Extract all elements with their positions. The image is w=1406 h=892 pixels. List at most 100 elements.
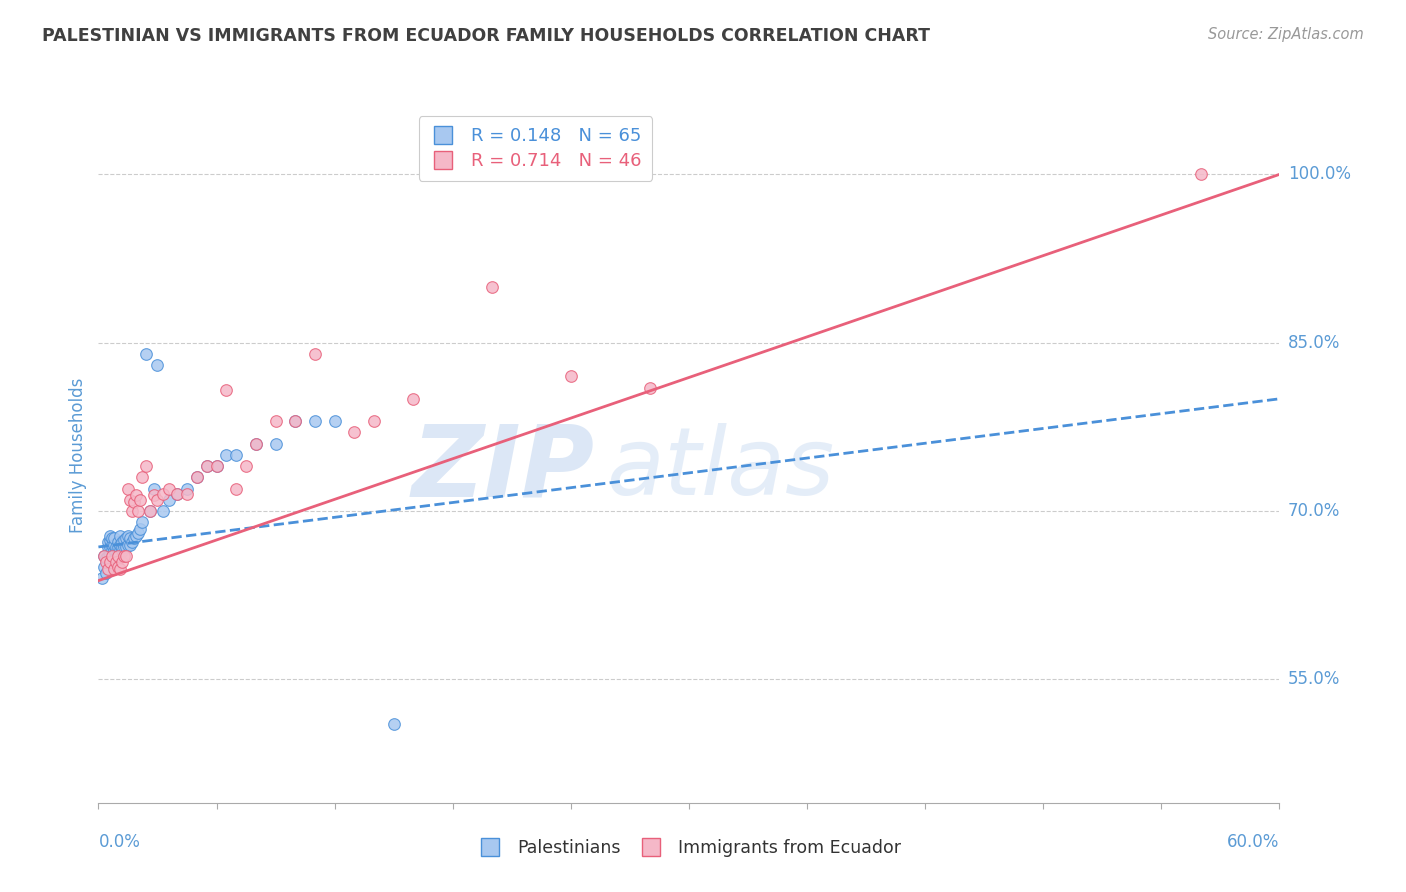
Point — [225, 448, 247, 462]
Point — [122, 531, 145, 545]
Point — [138, 504, 160, 518]
Point — [127, 504, 149, 518]
Point — [186, 470, 208, 484]
Point — [112, 540, 135, 554]
Point — [235, 459, 257, 474]
Point — [117, 529, 139, 543]
Point — [97, 535, 120, 549]
Point — [152, 487, 174, 501]
Point — [103, 562, 125, 576]
Text: ZIP: ZIP — [412, 420, 595, 517]
Point — [105, 544, 128, 558]
Point — [128, 492, 150, 507]
Point — [115, 549, 138, 563]
Point — [131, 470, 153, 484]
Point — [343, 425, 366, 440]
Point — [98, 529, 121, 543]
Point — [138, 504, 160, 518]
Text: 85.0%: 85.0% — [1288, 334, 1340, 351]
Point — [115, 531, 138, 545]
Point — [176, 482, 198, 496]
Point — [105, 549, 128, 563]
Point — [638, 381, 661, 395]
Point — [103, 531, 125, 545]
Text: 100.0%: 100.0% — [1288, 165, 1351, 184]
Text: 55.0%: 55.0% — [1288, 671, 1340, 689]
Point — [323, 414, 346, 428]
Point — [98, 533, 121, 548]
Text: 60.0%: 60.0% — [1227, 833, 1279, 851]
Point — [105, 540, 128, 554]
Point — [103, 549, 125, 563]
Point — [97, 549, 120, 563]
Point — [117, 482, 139, 496]
Point — [195, 459, 218, 474]
Point — [96, 566, 118, 580]
Point — [304, 414, 326, 428]
Point — [128, 522, 150, 536]
Point — [304, 347, 326, 361]
Point — [146, 358, 169, 372]
Point — [176, 487, 198, 501]
Y-axis label: Family Households: Family Households — [69, 377, 87, 533]
Point — [98, 555, 121, 569]
Point — [96, 551, 118, 566]
Point — [125, 488, 148, 502]
Point — [195, 459, 218, 474]
Point — [127, 526, 149, 541]
Point — [115, 540, 138, 554]
Point — [131, 515, 153, 529]
Point — [118, 492, 141, 507]
Point — [157, 482, 180, 496]
Point — [107, 540, 129, 554]
Point — [264, 436, 287, 450]
Point — [108, 543, 131, 558]
Text: Source: ZipAtlas.com: Source: ZipAtlas.com — [1208, 27, 1364, 42]
Point — [111, 555, 134, 569]
Point — [105, 555, 128, 569]
Text: PALESTINIAN VS IMMIGRANTS FROM ECUADOR FAMILY HOUSEHOLDS CORRELATION CHART: PALESTINIAN VS IMMIGRANTS FROM ECUADOR F… — [42, 27, 931, 45]
Point — [108, 538, 131, 552]
Point — [146, 492, 169, 507]
Point — [93, 549, 115, 563]
Point — [101, 538, 124, 552]
Point — [93, 549, 115, 563]
Text: 0.0%: 0.0% — [98, 833, 141, 851]
Point — [111, 544, 134, 558]
Point — [107, 560, 129, 574]
Point — [142, 482, 165, 496]
Point — [91, 571, 114, 585]
Point — [363, 414, 385, 428]
Point — [103, 538, 125, 552]
Point — [135, 347, 157, 361]
Point — [118, 531, 141, 545]
Text: 70.0%: 70.0% — [1288, 502, 1340, 520]
Point — [97, 562, 120, 576]
Point — [107, 549, 129, 563]
Point — [166, 487, 188, 501]
Point — [101, 549, 124, 563]
Point — [101, 531, 124, 545]
Point — [382, 717, 405, 731]
Point — [560, 369, 582, 384]
Point — [215, 383, 238, 397]
Point — [264, 414, 287, 428]
Point — [101, 543, 124, 558]
Point — [107, 549, 129, 563]
Point — [284, 414, 307, 428]
Point — [157, 492, 180, 507]
Point — [284, 414, 307, 428]
Point — [186, 470, 208, 484]
Point — [402, 392, 425, 406]
Point — [142, 488, 165, 502]
Point — [205, 459, 228, 474]
Point — [225, 482, 247, 496]
Point — [121, 535, 143, 549]
Point — [245, 436, 267, 450]
Point — [111, 535, 134, 549]
Point — [98, 540, 121, 554]
Point — [166, 487, 188, 501]
Point — [245, 436, 267, 450]
Text: atlas: atlas — [606, 424, 835, 515]
Point — [135, 459, 157, 474]
